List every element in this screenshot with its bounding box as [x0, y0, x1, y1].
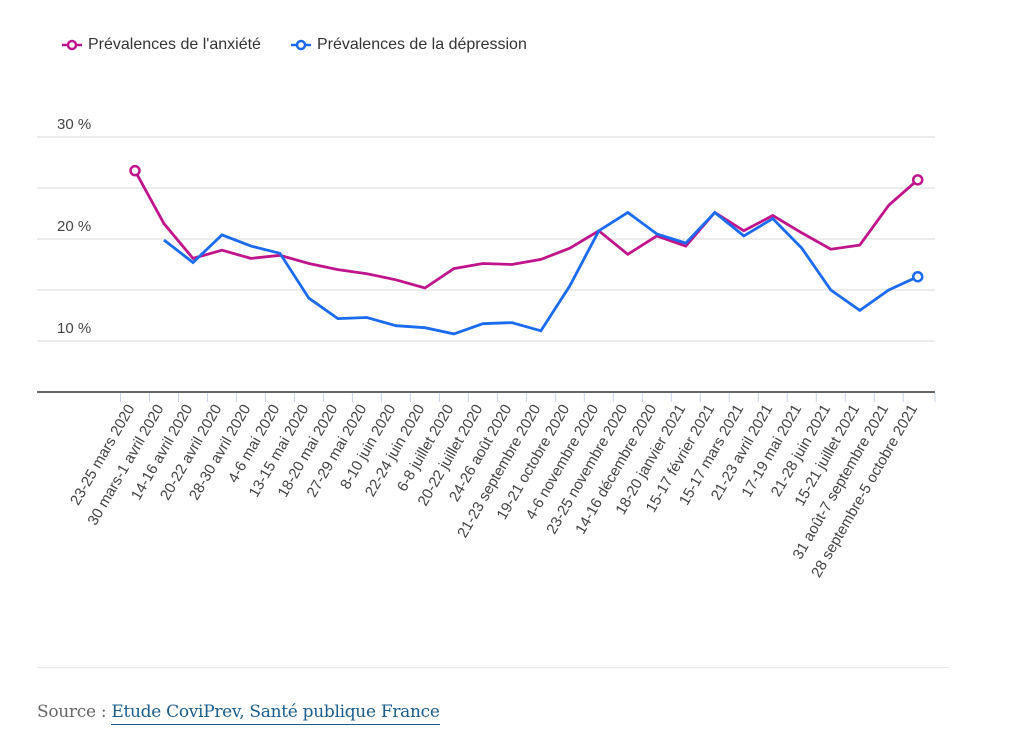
- data-point: [911, 270, 924, 283]
- legend-swatch-depression-icon: [290, 39, 311, 51]
- data-point: [911, 174, 924, 186]
- series-line-depression: [163, 210, 919, 336]
- legend-item-anxiety[interactable]: Prévalences de l'anxiété: [62, 36, 261, 54]
- footer-divider: [37, 667, 949, 668]
- data-point: [129, 164, 141, 177]
- legend-label-depression: Prévalences de la dépression: [316, 36, 527, 53]
- legend-label-anxiety: Prévalences de l'anxiété: [88, 36, 261, 53]
- source-link[interactable]: Etude CoviPrev, Santé publique France: [111, 702, 440, 725]
- legend-item-depression[interactable]: Prévalences de la dépression: [290, 36, 527, 54]
- y-tick-label: 20 %: [57, 218, 91, 235]
- y-tick-label: 30 %: [57, 116, 91, 133]
- series-line-anxiety: [133, 170, 919, 290]
- source-prefix: Source :: [37, 702, 112, 722]
- chart-legend: Prévalences de l'anxiété Prévalences de …: [62, 36, 527, 54]
- legend-swatch-anxiety-icon: [62, 39, 82, 51]
- y-tick-label: 10 %: [57, 320, 91, 337]
- source-credit: Source : Etude CoviPrev, Santé publique …: [37, 702, 440, 725]
